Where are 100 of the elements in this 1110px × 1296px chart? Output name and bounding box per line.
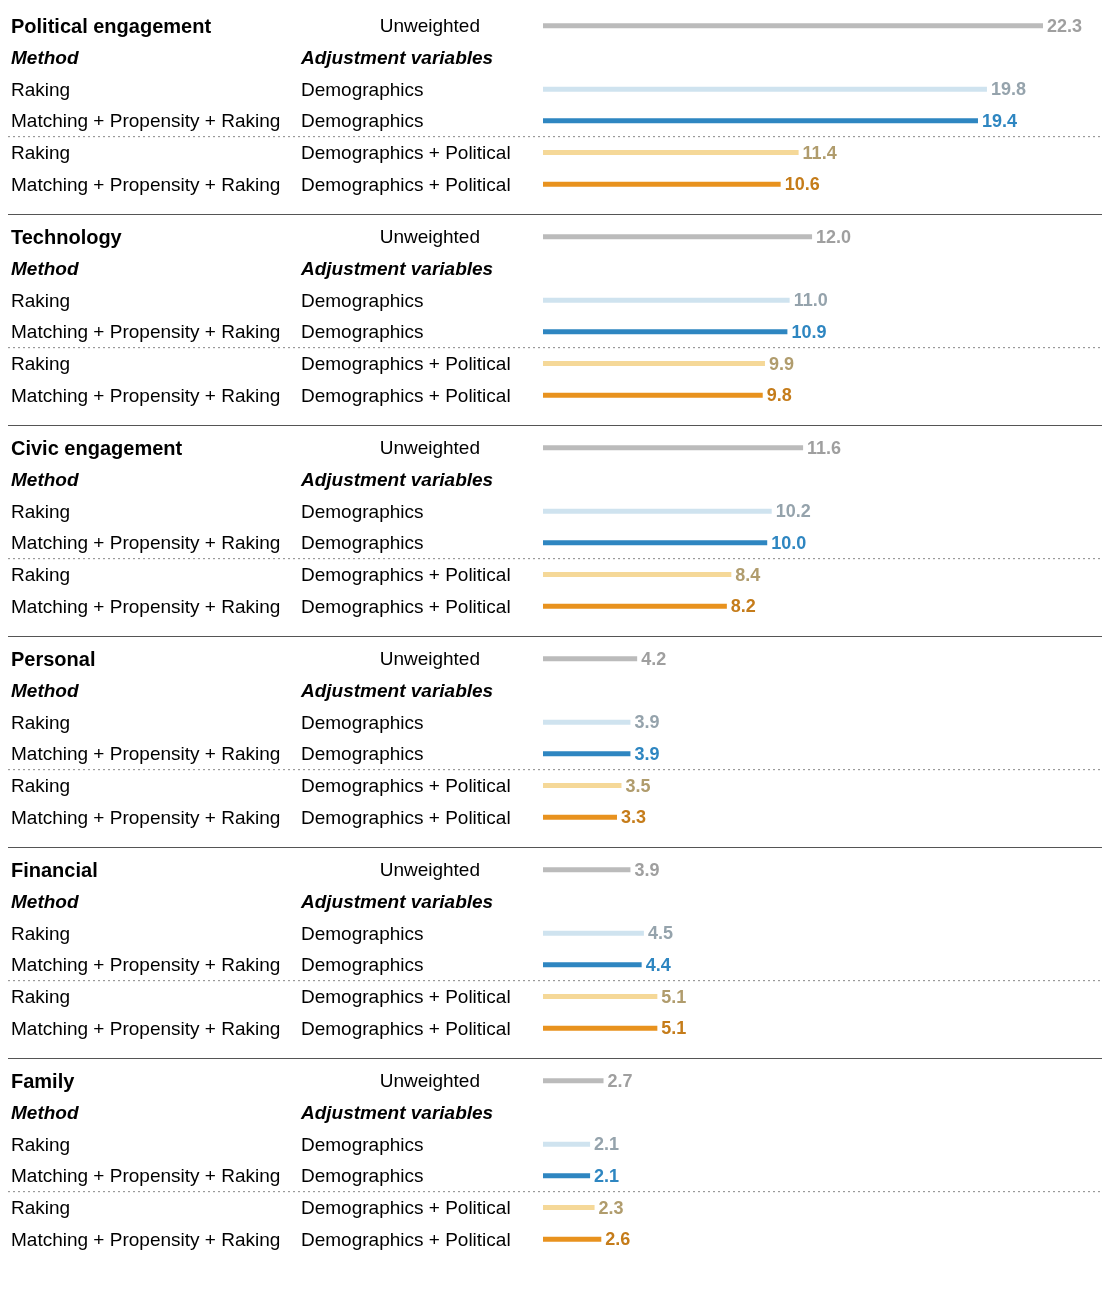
y2-tick-label: Demographics + Political [301, 1017, 511, 1039]
y-tick-label: Method [11, 891, 79, 912]
y2-tick-label: Demographics + Political [301, 1197, 511, 1218]
y2-tick-label: Demographics + Political [301, 173, 511, 195]
data-label: 4.4 [645, 954, 671, 975]
bar [543, 1025, 658, 1031]
y2-tick-label: Demographics + Political [301, 806, 511, 828]
y-tick-label: Raking [11, 78, 71, 100]
data-label: 3.3 [620, 807, 647, 828]
data-label: 5.1 [661, 986, 687, 1007]
y2-tick-label: Demographics [301, 289, 424, 311]
text: Family [11, 1069, 76, 1092]
y2-tick-label: Adjustment variables [300, 258, 494, 279]
y-tick-label: Matching + Propensity + Raking [11, 110, 281, 132]
y-tick-label: Raking [11, 1197, 71, 1218]
text: Personal [11, 647, 96, 670]
bar [543, 994, 658, 999]
y-tick-label: Raking [11, 922, 71, 944]
y2-tick-label: Adjustment variables [300, 47, 494, 68]
y-tick-label: Method [11, 469, 79, 490]
y2-tick-label: Adjustment variables [300, 1102, 494, 1123]
y-tick-label: Raking [11, 500, 71, 522]
y-tick-label: Matching + Propensity + Raking [11, 595, 281, 617]
y-tick-label: Matching + Propensity + Raking [11, 954, 281, 976]
data-label: 11.4 [802, 142, 837, 163]
y-tick-label: Method [11, 1102, 79, 1123]
y2-tick-label: Unweighted [379, 648, 480, 670]
data-label: 2.1 [594, 1134, 620, 1155]
data-label: 10.9 [791, 321, 827, 342]
y-tick-label: Raking [11, 986, 71, 1007]
y-tick-label: Matching + Propensity + Raking [11, 532, 281, 554]
bar [543, 1141, 591, 1147]
data-label: 2.3 [598, 1197, 624, 1218]
y2-tick-label: Demographics + Political [301, 564, 511, 585]
bar [543, 962, 642, 968]
y-tick-label: Matching + Propensity + Raking [11, 1017, 281, 1039]
bar [543, 1173, 591, 1179]
bar [543, 930, 644, 936]
bar [543, 1236, 602, 1242]
y-tick-label: Method [11, 47, 79, 68]
data-label: 11.0 [793, 290, 828, 311]
data-label: 4.5 [647, 923, 673, 944]
data-label: 12.0 [816, 226, 852, 247]
data-label: 5.1 [661, 1018, 687, 1039]
bar [543, 1078, 604, 1084]
data-label: 19.8 [990, 79, 1026, 100]
y2-tick-label: Demographics + Political [301, 353, 511, 374]
data-label: 10.0 [771, 532, 807, 553]
y2-tick-label: Demographics + Political [301, 986, 511, 1007]
data-label: 22.3 [1047, 15, 1083, 36]
y-tick-label: Matching + Propensity + Raking [11, 321, 281, 343]
data-label: 10.2 [775, 501, 811, 522]
bar [543, 572, 732, 577]
y2-tick-label: Demographics [301, 1133, 424, 1155]
y2-tick-label: Unweighted [379, 15, 480, 37]
data-label: 10.6 [784, 174, 820, 195]
text: Financial [11, 858, 98, 881]
y2-tick-label: Adjustment variables [300, 891, 494, 912]
y2-tick-label: Demographics + Political [301, 775, 511, 796]
bar [543, 118, 978, 124]
bar [543, 603, 727, 609]
y2-tick-label: Unweighted [379, 226, 480, 248]
y2-tick-label: Demographics [301, 711, 424, 733]
y-tick-label: Raking [11, 353, 71, 374]
text: Civic engagement [11, 436, 183, 459]
data-label: 3.5 [625, 775, 651, 796]
data-label: 2.7 [607, 1070, 633, 1091]
y2-tick-label: Unweighted [379, 859, 480, 881]
y-tick-label: Raking [11, 564, 71, 585]
y2-tick-label: Demographics + Political [301, 595, 511, 617]
y2-tick-label: Demographics [301, 110, 424, 132]
y2-tick-label: Demographics [301, 321, 424, 343]
bar [543, 1205, 595, 1210]
y-tick-label: Raking [11, 711, 71, 733]
y-tick-label: Matching + Propensity + Raking [11, 1228, 281, 1250]
y2-tick-label: Demographics + Political [301, 1228, 511, 1250]
y2-tick-label: Demographics [301, 743, 424, 765]
y-tick-label: Method [11, 258, 79, 279]
y-tick-label: Matching + Propensity + Raking [11, 1165, 281, 1187]
y2-tick-label: Demographics + Political [301, 142, 511, 163]
bar [543, 867, 631, 873]
bar [543, 508, 772, 514]
y2-tick-label: Demographics [301, 532, 424, 554]
data-label: 3.9 [634, 743, 660, 764]
data-label: 11.6 [807, 437, 842, 458]
y2-tick-label: Unweighted [379, 437, 480, 459]
y2-tick-label: Demographics [301, 500, 424, 522]
y-tick-label: Matching + Propensity + Raking [11, 173, 281, 195]
bar [543, 150, 799, 155]
data-label: 3.9 [634, 712, 660, 733]
bar [543, 23, 1043, 29]
text: Technology [11, 225, 123, 248]
bar [543, 445, 804, 451]
data-label: 8.4 [735, 564, 761, 585]
y2-tick-label: Unweighted [379, 1070, 480, 1092]
y-tick-label: Raking [11, 775, 71, 796]
data-label: 2.1 [594, 1165, 620, 1186]
y2-tick-label: Adjustment variables [300, 469, 494, 490]
y2-tick-label: Demographics + Political [301, 384, 511, 406]
y-tick-label: Matching + Propensity + Raking [11, 743, 281, 765]
